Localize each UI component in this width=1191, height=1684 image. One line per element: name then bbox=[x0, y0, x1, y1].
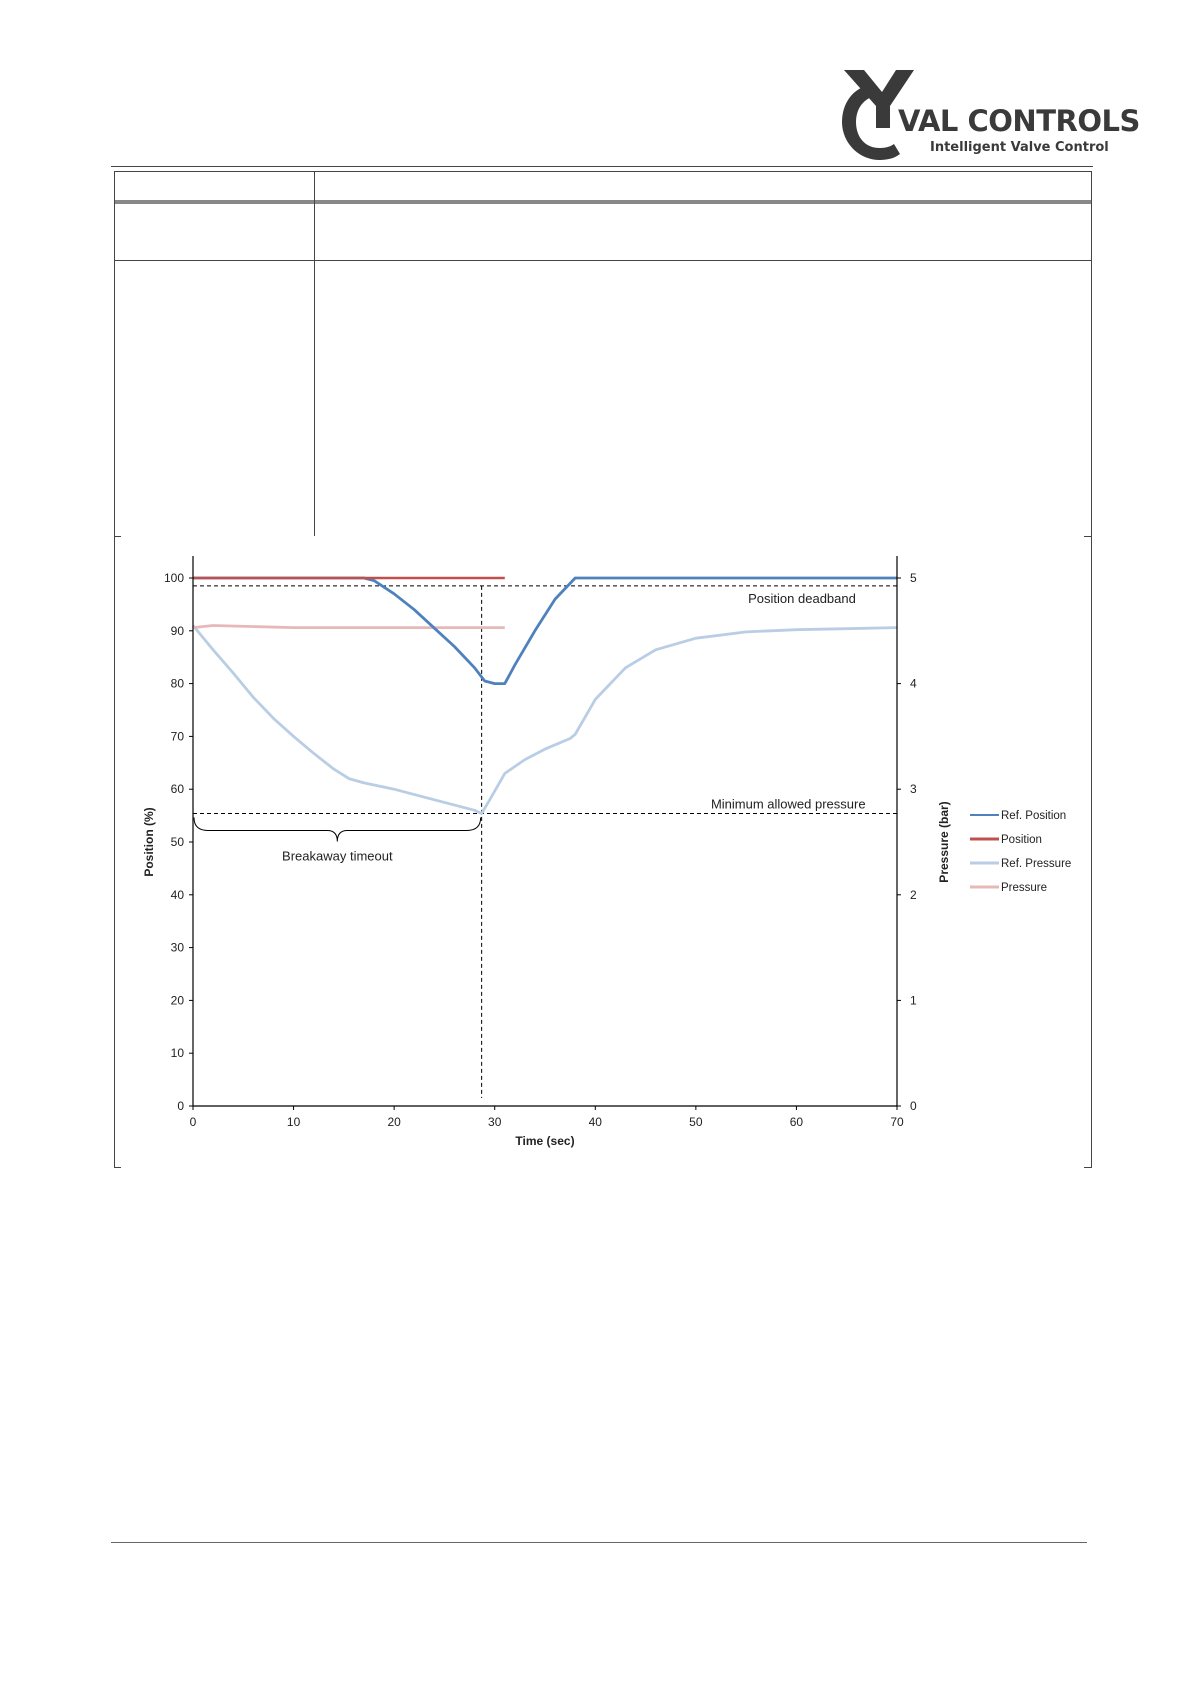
y2-tick-label: 5 bbox=[910, 571, 917, 585]
min-pressure-label: Minimum allowed pressure bbox=[711, 796, 866, 811]
table-header-border bbox=[114, 200, 1091, 204]
table-right-border bbox=[1091, 171, 1092, 536]
series-line-ref-pressure bbox=[191, 624, 898, 815]
y-tick-label: 60 bbox=[171, 782, 185, 796]
brand-name: VAL CONTROLS bbox=[898, 104, 1140, 138]
series-line-pressure bbox=[192, 624, 505, 629]
footer-rule bbox=[111, 1542, 1087, 1543]
x-tick-label: 40 bbox=[589, 1115, 603, 1129]
x-tick-label: 0 bbox=[190, 1115, 197, 1129]
y-tick-label: 90 bbox=[171, 624, 185, 638]
y-tick-label: 30 bbox=[171, 941, 185, 955]
brand-tagline: Intelligent Valve Control bbox=[930, 140, 1109, 155]
x-tick-label: 70 bbox=[890, 1115, 904, 1129]
frame-tick-tr bbox=[1084, 536, 1091, 537]
legend-label: Position bbox=[1001, 834, 1042, 846]
annotation-layer: Position deadband Minimum allowed pressur… bbox=[193, 585, 897, 1098]
y2-tick-label: 4 bbox=[910, 677, 917, 691]
table-left-border bbox=[114, 171, 115, 536]
y-tick-label: 80 bbox=[171, 677, 185, 691]
legend-label: Ref. Position bbox=[1001, 810, 1066, 822]
table-row-border bbox=[114, 260, 1091, 261]
position-deadband-label: Position deadband bbox=[748, 591, 856, 606]
x-tick-label: 10 bbox=[287, 1115, 301, 1129]
series-line-ref-position bbox=[193, 576, 897, 685]
x-tick-label: 20 bbox=[387, 1115, 401, 1129]
header-rule bbox=[111, 166, 1093, 167]
y2-tick-label: 2 bbox=[910, 888, 917, 902]
series-layer bbox=[191, 576, 898, 815]
frame-tick-tl bbox=[114, 536, 121, 537]
y-tick-label: 0 bbox=[177, 1099, 184, 1113]
y-tick-label: 40 bbox=[171, 888, 185, 902]
y2-tick-label: 0 bbox=[910, 1099, 917, 1113]
y-tick-label: 50 bbox=[171, 835, 185, 849]
y2-tick-label: 3 bbox=[910, 782, 917, 796]
val-controls-logo: VAL CONTROLS Intelligent Valve Control bbox=[842, 70, 1140, 162]
legend: Ref. Position Position Ref. Pressure Pressu… bbox=[970, 810, 1071, 894]
breakaway-brace bbox=[193, 817, 482, 842]
x-axis-title: Time (sec) bbox=[515, 1134, 574, 1148]
legend-label: Ref. Pressure bbox=[1001, 858, 1071, 870]
logo-mark-icon bbox=[842, 70, 914, 160]
breakaway-label: Breakaway timeout bbox=[282, 848, 393, 863]
x-tick-label: 30 bbox=[488, 1115, 502, 1129]
y-tick-label: 100 bbox=[164, 571, 184, 585]
legend-label: Pressure bbox=[1001, 882, 1047, 894]
table-top-border bbox=[114, 171, 1091, 172]
y-tick-label: 20 bbox=[171, 993, 185, 1007]
y2-axis-title: Pressure (bar) bbox=[937, 801, 951, 882]
y-axis-title: Position (%) bbox=[142, 807, 156, 876]
table-column-divider bbox=[314, 171, 315, 536]
y2-tick-label: 1 bbox=[910, 993, 917, 1007]
y-tick-label: 70 bbox=[171, 729, 185, 743]
y-tick-label: 10 bbox=[171, 1046, 185, 1060]
frame-left-edge bbox=[114, 536, 115, 1168]
x-tick-label: 60 bbox=[790, 1115, 804, 1129]
frame-tick-bl bbox=[114, 1167, 121, 1168]
x-tick-label: 50 bbox=[689, 1115, 703, 1129]
frame-tick-br bbox=[1084, 1167, 1091, 1168]
frame-right-edge bbox=[1091, 536, 1092, 1168]
